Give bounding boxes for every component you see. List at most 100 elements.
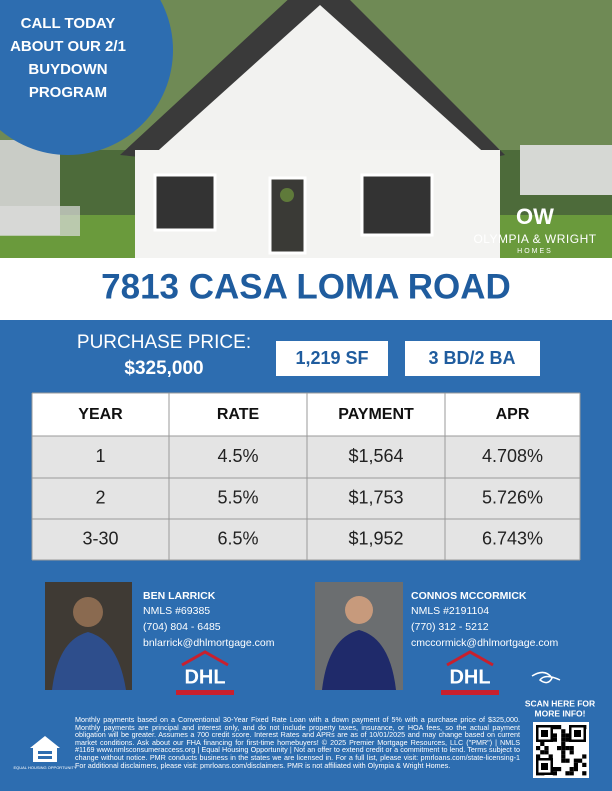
table-cell: 6.743%	[482, 528, 543, 548]
logo-bar	[176, 690, 234, 695]
agent-nmls: NMLS #2191104	[411, 605, 489, 617]
qr-module	[552, 737, 557, 742]
table-cell: 5.726%	[482, 487, 543, 507]
qr-module	[565, 737, 570, 742]
qr-module	[582, 762, 587, 767]
disclaimer: Monthly payments based on a Conventional…	[75, 715, 520, 770]
address: 7813 CASA LOMA ROAD	[101, 267, 511, 306]
qr-module	[582, 754, 587, 759]
qr-module	[536, 754, 541, 759]
porch	[0, 206, 80, 236]
qr-pattern	[536, 725, 587, 776]
feature: 1,219 SF	[295, 348, 368, 368]
agent-body	[322, 630, 396, 690]
qr-module	[565, 746, 570, 751]
neighbor-house	[520, 145, 612, 195]
table-cell: $1,952	[348, 528, 403, 548]
logo-roof	[181, 650, 229, 667]
table-cell: $1,564	[348, 446, 403, 466]
qr-caption: MORE INFO!	[535, 708, 586, 718]
banner-line: ABOUT OUR 2/1	[10, 38, 126, 55]
wreath	[280, 188, 294, 202]
qr-module	[561, 754, 566, 759]
qr-module	[569, 746, 574, 751]
table-cell: 2	[95, 487, 105, 507]
table-cell: 6.5%	[217, 528, 258, 548]
title-band	[0, 258, 612, 320]
arrow-doodle	[531, 671, 561, 684]
equal-housing-text: EQUAL HOUSING OPPORTUNITY	[13, 765, 76, 770]
table-cell: 3-30	[82, 528, 118, 548]
qr-module	[561, 737, 566, 742]
agent-email: cmccormick@dhlmortgage.com	[411, 637, 558, 649]
qr-module	[569, 767, 574, 772]
table-header: YEAR	[78, 406, 123, 423]
qr-module	[540, 750, 545, 755]
qr-module	[569, 771, 574, 776]
qr-module	[544, 746, 549, 751]
qr-module	[552, 725, 557, 730]
agent-body	[52, 632, 126, 690]
banner-line: CALL TODAY	[21, 15, 116, 32]
feature-box	[276, 341, 388, 376]
qr-module	[552, 771, 557, 776]
price-value: $325,000	[124, 358, 203, 379]
agent-email: bnlarrick@dhlmortgage.com	[143, 637, 275, 649]
window	[153, 173, 217, 232]
qr-module	[578, 758, 583, 763]
price-label: PURCHASE PRICE:	[77, 332, 251, 353]
agent-name: BEN LARRICK	[143, 590, 216, 602]
logo-name: OLYMPIA & WRIGHT	[473, 232, 596, 246]
qr-module	[565, 733, 570, 738]
qr-caption: SCAN HERE FOR	[525, 698, 595, 708]
qr-module	[561, 746, 566, 751]
logo-roof	[446, 650, 494, 667]
table-cell: 5.5%	[217, 487, 258, 507]
equal-housing-icon	[30, 736, 60, 762]
qr-module	[552, 767, 557, 772]
qr-finder	[541, 763, 548, 770]
table-header: PAYMENT	[338, 406, 414, 423]
agent-phone: (770) 312 - 5212	[411, 621, 489, 633]
feature-box	[405, 341, 540, 376]
table-header: RATE	[217, 406, 260, 423]
qr-module	[565, 771, 570, 776]
banner-line: PROGRAM	[29, 84, 107, 101]
qr-module	[557, 746, 562, 751]
qr-module	[565, 758, 570, 763]
qr-module	[561, 733, 566, 738]
qr-module	[557, 767, 562, 772]
qr-module	[561, 729, 566, 734]
qr-module	[548, 754, 553, 759]
window	[360, 173, 434, 237]
qr-module	[561, 741, 566, 746]
qr-module	[540, 741, 545, 746]
qr-module	[573, 758, 578, 763]
equal-housing-icon	[38, 756, 52, 759]
agent-name: CONNOS MCCORMICK	[411, 590, 527, 602]
roof	[120, 0, 505, 158]
table-header-bg	[32, 393, 580, 436]
qr-module	[552, 733, 557, 738]
lender-logo: DHL	[184, 666, 225, 688]
table-cell: 4.708%	[482, 446, 543, 466]
banner-line: BUYDOWN	[28, 61, 107, 78]
agent-nmls: NMLS #69385	[143, 605, 210, 617]
qr-module	[536, 746, 541, 751]
qr-finder	[541, 730, 548, 737]
rate-table: YEAR RATE PAYMENT APR 1 4.5% $1,564 4.708% 2 5.5%…	[31, 392, 581, 561]
qr-module	[544, 750, 549, 755]
qr-module	[573, 762, 578, 767]
logo-bar	[441, 690, 499, 695]
agent-head	[73, 597, 103, 627]
table-cell: $1,753	[348, 487, 403, 507]
table-body-bg	[32, 436, 580, 560]
qr-finder	[574, 730, 581, 737]
table-cell: 4.5%	[217, 446, 258, 466]
qr-module	[561, 750, 566, 755]
house-gable	[135, 0, 500, 150]
qr-module	[557, 725, 562, 730]
table-header: APR	[496, 406, 530, 423]
